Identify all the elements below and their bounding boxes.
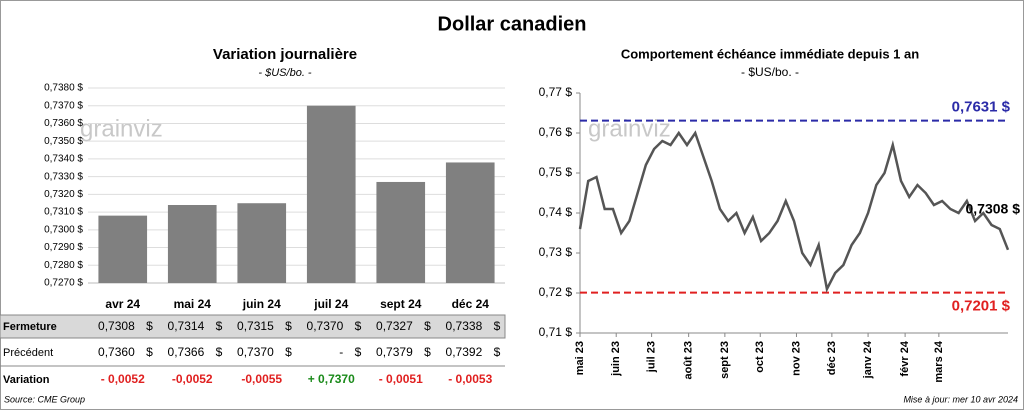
y-tick-label: 0,74 $ xyxy=(539,205,573,219)
unit: $ xyxy=(146,319,153,333)
unit: $ xyxy=(216,319,223,333)
y-tick-label: 0,72 $ xyxy=(539,285,573,299)
x-tick-label: févr 24 xyxy=(899,340,911,376)
source: Source: CME Group xyxy=(4,394,85,404)
x-tick-label: juil 24 xyxy=(313,297,348,311)
x-tick-label: avr 24 xyxy=(105,297,140,311)
close-value: 0,7314 xyxy=(168,319,205,333)
unit: $ xyxy=(285,345,292,359)
y-tick-label: 0,7280 $ xyxy=(44,260,83,271)
x-tick-label: déc 24 xyxy=(452,297,490,311)
x-tick-label: sept 23 xyxy=(719,341,731,379)
close-value: 0,7327 xyxy=(376,319,413,333)
variation-value: - 0,0052 xyxy=(101,372,145,386)
close-value: 0,7370 xyxy=(307,319,344,333)
y-tick-label: 0,77 $ xyxy=(539,85,573,99)
y-tick-label: 0,7340 $ xyxy=(44,154,83,165)
row-label: Fermeture xyxy=(3,321,57,333)
y-tick-label: 0,7320 $ xyxy=(44,189,83,200)
x-tick-label: sept 24 xyxy=(380,297,422,311)
x-tick-label: déc 23 xyxy=(826,341,838,375)
x-tick-label: mai 24 xyxy=(174,297,212,311)
unit: $ xyxy=(355,345,362,359)
y-tick-label: 0,7370 $ xyxy=(44,100,83,111)
left-title: Variation journalière xyxy=(213,46,357,63)
close-value: 0,7338 xyxy=(446,319,483,333)
x-tick-label: juin 24 xyxy=(242,297,281,311)
unit: $ xyxy=(494,345,501,359)
prev-value: 0,7379 xyxy=(376,345,413,359)
y-tick-label: 0,75 $ xyxy=(539,165,573,179)
reference-label: 0,7201 $ xyxy=(952,298,1011,315)
variation-value: + 0,7370 xyxy=(308,372,355,386)
variation-value: - 0,0051 xyxy=(379,372,423,386)
right-title: Comportement échéance immédiate depuis 1… xyxy=(621,46,919,61)
bar xyxy=(445,162,495,283)
y-tick-label: 0,73 $ xyxy=(539,245,573,259)
prev-value: 0,7370 xyxy=(237,345,274,359)
y-tick-label: 0,71 $ xyxy=(539,325,573,339)
row-label: Précédent xyxy=(3,347,53,359)
y-tick-label: 0,7290 $ xyxy=(44,242,83,253)
x-tick-label: nov 23 xyxy=(790,341,802,376)
prev-value: - xyxy=(339,345,343,359)
bar xyxy=(376,181,426,283)
prev-value: 0,7366 xyxy=(168,345,205,359)
y-tick-label: 0,7300 $ xyxy=(44,224,83,235)
bar xyxy=(167,205,217,283)
row-label: Variation xyxy=(3,374,50,386)
y-tick-label: 0,7350 $ xyxy=(44,136,83,147)
left-subtitle: - $US/bo. - xyxy=(258,67,312,79)
updated: Mise à jour: mer 10 avr 2024 xyxy=(903,394,1018,404)
price-line xyxy=(578,130,1010,293)
bar xyxy=(306,105,356,284)
y-tick-label: 0,7310 $ xyxy=(44,207,83,218)
bar xyxy=(98,215,148,283)
unit: $ xyxy=(494,319,501,333)
y-tick-label: 0,7360 $ xyxy=(44,118,83,129)
unit: $ xyxy=(424,345,431,359)
unit: $ xyxy=(146,345,153,359)
reference-label: 0,7631 $ xyxy=(952,99,1011,116)
main-title: Dollar canadien xyxy=(438,13,587,35)
x-tick-label: oct 23 xyxy=(754,341,766,373)
variation-value: -0,0055 xyxy=(241,372,282,386)
prev-value: 0,7392 xyxy=(446,345,483,359)
y-tick-label: 0,76 $ xyxy=(539,125,573,139)
x-tick-label: juin 23 xyxy=(610,341,622,377)
x-tick-label: mai 23 xyxy=(574,341,586,375)
x-tick-label: juil 23 xyxy=(646,341,658,373)
unit: $ xyxy=(424,319,431,333)
x-tick-label: mars 24 xyxy=(933,340,945,382)
watermark: grainviz xyxy=(80,115,163,142)
right-subtitle: - $US/bo. - xyxy=(741,65,799,79)
close-value: 0,7315 xyxy=(237,319,274,333)
unit: $ xyxy=(355,319,362,333)
prev-value: 0,7360 xyxy=(98,345,135,359)
y-tick-label: 0,7330 $ xyxy=(44,171,83,182)
close-value: 0,7308 xyxy=(98,319,135,333)
bar xyxy=(237,203,287,283)
watermark: grainviz xyxy=(588,115,671,142)
y-tick-label: 0,7380 $ xyxy=(44,83,83,94)
unit: $ xyxy=(285,319,292,333)
row-bg xyxy=(0,314,506,339)
x-tick-label: août 23 xyxy=(683,341,695,380)
variation-value: -0,0052 xyxy=(172,372,213,386)
unit: $ xyxy=(216,345,223,359)
variation-value: - 0,0053 xyxy=(448,372,492,386)
y-tick-label: 0,7270 $ xyxy=(44,278,83,289)
x-tick-label: janv 24 xyxy=(862,340,874,379)
last-label: 0,7308 $ xyxy=(966,201,1021,217)
